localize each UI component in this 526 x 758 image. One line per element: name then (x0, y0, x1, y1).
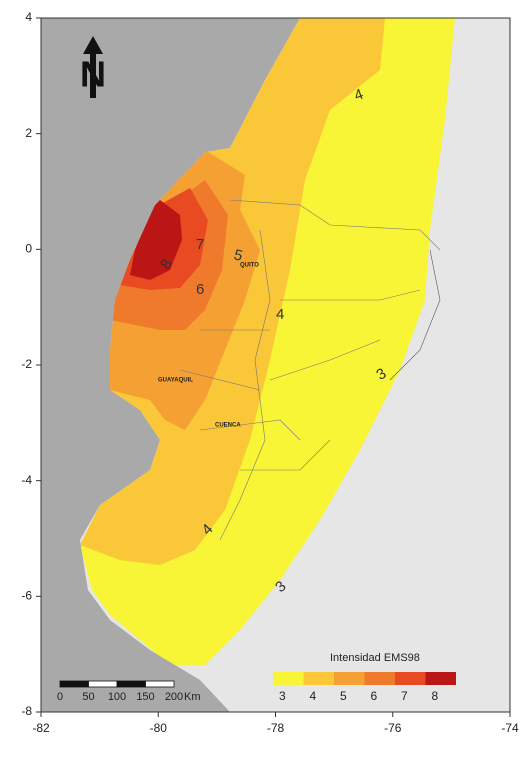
x-tick-label: -78 (267, 721, 285, 735)
y-tick-label: 4 (25, 10, 32, 24)
y-tick-label: -2 (21, 357, 32, 371)
scale-label: 200 (165, 691, 183, 703)
legend-swatch (425, 672, 456, 685)
legend-swatch (273, 672, 304, 685)
scale-segment (59, 680, 89, 688)
scale-segment (88, 680, 118, 688)
legend-swatch (395, 672, 426, 685)
scale-unit: Km (184, 691, 201, 703)
city-label: CUENCA (215, 423, 241, 429)
legend-label: 3 (279, 689, 286, 703)
y-tick-label: 0 (25, 242, 32, 256)
zone-8 (130, 200, 182, 280)
legend-label: 7 (401, 689, 408, 703)
city-label: QUITO (240, 263, 259, 269)
y-tick-label: -6 (21, 589, 32, 603)
legend-swatch (334, 672, 365, 685)
isoseismal-label: 7 (196, 236, 204, 253)
legend-swatch (364, 672, 395, 685)
legend-box: Intensidad EMS98 (330, 652, 420, 664)
y-tick-label: -8 (21, 704, 32, 718)
legend-label: 4 (310, 689, 317, 703)
scale-label: 150 (136, 691, 154, 703)
isoseismal-label: 6 (196, 281, 204, 298)
province-borders (179, 199, 441, 541)
scale-label: 100 (108, 691, 126, 703)
north-label: N (80, 54, 106, 95)
intensity-zones (80, 18, 455, 665)
x-tick-label: -74 (501, 721, 519, 735)
x-tick-label: -82 (32, 721, 50, 735)
scale-label: 0 (57, 691, 63, 703)
scale-segment (145, 680, 175, 688)
legend-label: 8 (432, 689, 439, 703)
north-arrow-shape (83, 36, 103, 98)
y-tick-label: -4 (21, 473, 32, 487)
y-tick-label: 2 (25, 126, 32, 140)
x-tick-label: -80 (150, 721, 168, 735)
isoseismal-label: 4 (276, 306, 284, 323)
scale-segment (116, 680, 146, 688)
legend-label: 5 (340, 689, 347, 703)
legend-label: 6 (371, 689, 378, 703)
scale-label: 50 (82, 691, 94, 703)
legend-title: Intensidad EMS98 (330, 652, 420, 664)
x-tick-label: -76 (384, 721, 402, 735)
city-label: GUAYAQUIL (158, 378, 193, 384)
legend-swatch (303, 672, 334, 685)
north-arrow: N (80, 36, 106, 98)
